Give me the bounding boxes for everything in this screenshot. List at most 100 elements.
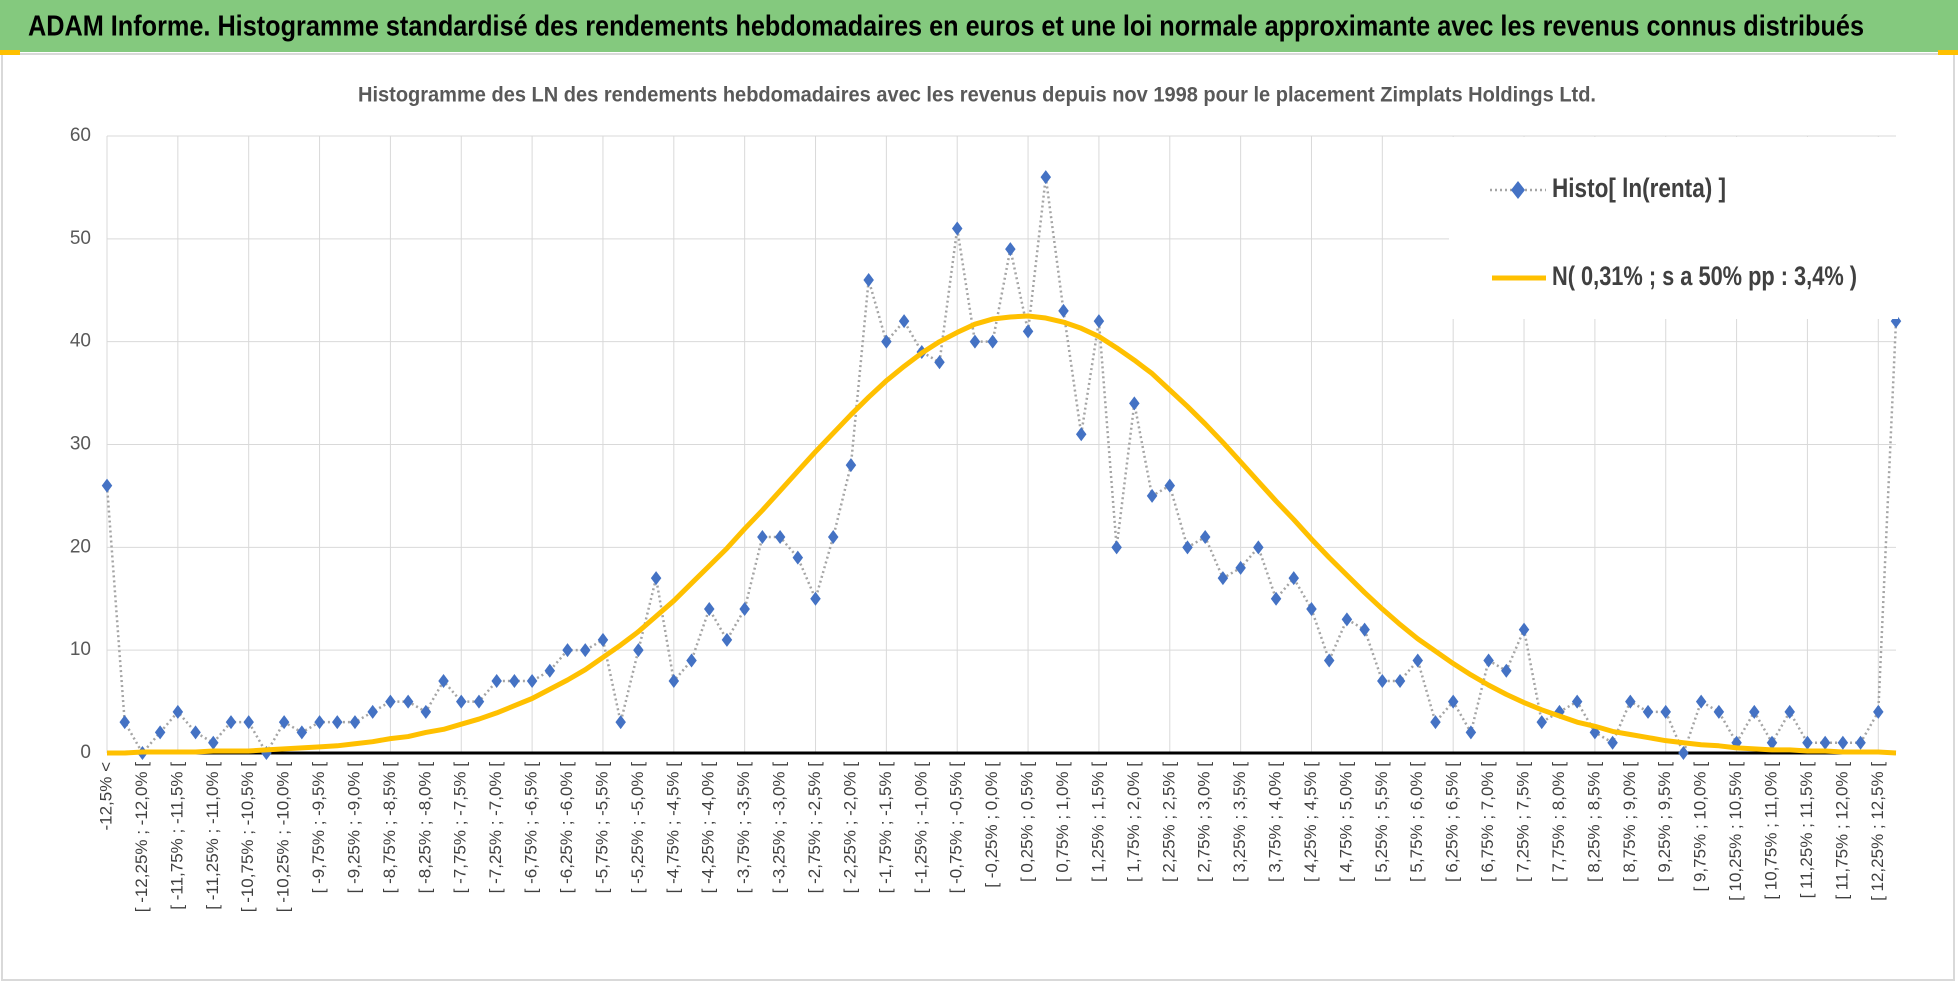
data-point bbox=[1359, 622, 1370, 637]
data-point bbox=[1412, 653, 1424, 668]
data-point bbox=[934, 355, 945, 370]
data-point bbox=[633, 643, 644, 658]
chart-title: Histogramme des LN des rendements hebdom… bbox=[358, 84, 1596, 107]
x-tick-label: [ 10,25% ; 10,5% [ bbox=[1726, 762, 1745, 901]
data-point bbox=[385, 694, 396, 709]
data-point bbox=[1394, 674, 1406, 689]
x-tick-label: [ 12,25% ; 12,5% [ bbox=[1868, 762, 1887, 901]
x-tick-label: [ -2,75% ; -2,5% [ bbox=[805, 762, 824, 894]
x-tick-label: [ -8,75% ; -8,5% [ bbox=[380, 762, 399, 894]
x-tick-label: -12,5% < bbox=[96, 762, 115, 831]
data-point bbox=[367, 704, 378, 719]
x-tick-label: [ 9,25% ; 9,5% [ bbox=[1655, 762, 1674, 882]
x-tick-label: [ -4,25% ; -4,0% [ bbox=[699, 762, 718, 894]
x-tick-label: [ 5,25% ; 5,5% [ bbox=[1372, 762, 1391, 882]
y-tick-label: 20 bbox=[70, 536, 91, 557]
data-point bbox=[296, 725, 308, 740]
data-point bbox=[774, 530, 786, 545]
x-tick-label: [ -6,75% ; -6,5% [ bbox=[522, 762, 541, 894]
data-point bbox=[119, 715, 130, 730]
data-point bbox=[1146, 488, 1158, 503]
data-point bbox=[101, 478, 113, 493]
header-title: ADAM Informe. Histogramme standardisé de… bbox=[28, 11, 1864, 43]
series-line bbox=[107, 313, 1897, 756]
legend-marker bbox=[1511, 181, 1525, 199]
x-tick-label: [ -9,75% ; -9,5% [ bbox=[309, 762, 328, 894]
data-point bbox=[473, 694, 485, 709]
x-tick-label: [ -6,25% ; -6,0% [ bbox=[557, 762, 576, 894]
data-point bbox=[491, 674, 502, 689]
x-tick-label: [ -7,75% ; -7,5% [ bbox=[451, 762, 470, 894]
data-point bbox=[792, 550, 804, 565]
x-tick-label: [ -9,25% ; -9,0% [ bbox=[344, 762, 363, 894]
data-point bbox=[1323, 653, 1335, 668]
x-tick-label: [ 2,25% ; 2,5% [ bbox=[1159, 762, 1178, 882]
data-point bbox=[668, 674, 680, 689]
x-tick-label: [ -0,25% ; 0,0% [ bbox=[982, 762, 1001, 888]
data-point bbox=[1766, 735, 1778, 750]
data-point bbox=[1571, 694, 1583, 709]
x-tick-label: [ 8,75% ; 9,0% [ bbox=[1620, 762, 1639, 882]
data-point bbox=[1518, 622, 1530, 637]
x-tick-label: [ -5,25% ; -5,0% [ bbox=[628, 762, 647, 894]
x-tick-label: [ -12,25% ; -12,0% [ bbox=[132, 762, 151, 913]
data-point bbox=[1075, 427, 1087, 442]
x-tick-label: [ 1,75% ; 2,0% [ bbox=[1124, 762, 1143, 882]
x-tick-label: [ -7,25% ; -7,0% [ bbox=[486, 762, 505, 894]
data-point bbox=[845, 458, 857, 473]
data-point bbox=[1022, 324, 1034, 339]
x-tick-label: [ 6,75% ; 7,0% [ bbox=[1478, 762, 1497, 882]
y-tick-label: 30 bbox=[70, 434, 91, 455]
x-tick-label: [ -11,25% ; -11,0% [ bbox=[203, 762, 222, 910]
data-point bbox=[579, 643, 591, 658]
x-tick-label: [ -8,25% ; -8,0% [ bbox=[415, 762, 434, 894]
x-tick-label: [ -1,75% ; -1,5% [ bbox=[876, 762, 895, 894]
x-tick-label: [ 1,25% ; 1,5% [ bbox=[1088, 762, 1107, 882]
data-point bbox=[243, 715, 254, 730]
data-point bbox=[1235, 560, 1246, 575]
data-point bbox=[225, 715, 237, 730]
y-tick-label: 0 bbox=[80, 742, 91, 763]
x-tick-label: [ -3,25% ; -3,0% [ bbox=[770, 762, 789, 894]
data-point bbox=[1217, 571, 1229, 586]
data-point bbox=[1040, 170, 1052, 185]
x-tick-label: [ 5,75% ; 6,0% [ bbox=[1407, 762, 1426, 882]
x-tick-label: [ 3,75% ; 4,0% [ bbox=[1266, 762, 1285, 882]
x-tick-label: [ -10,25% ; -10,0% [ bbox=[274, 762, 293, 913]
data-point bbox=[1199, 530, 1211, 545]
data-point bbox=[1129, 396, 1140, 411]
data-point bbox=[420, 704, 432, 719]
data-point bbox=[686, 653, 697, 668]
corner bbox=[1938, 50, 1958, 55]
x-tick-label: [ 10,75% ; 11,0% [ bbox=[1761, 762, 1780, 900]
data-point bbox=[1678, 746, 1689, 760]
data-point bbox=[739, 602, 750, 617]
data-point bbox=[969, 334, 981, 349]
data-point bbox=[190, 725, 201, 740]
x-tick-label: [ -0,75% ; -0,5% [ bbox=[947, 762, 966, 894]
data-point bbox=[1501, 663, 1512, 678]
data-point bbox=[1093, 314, 1105, 329]
data-point bbox=[703, 602, 715, 617]
data-point bbox=[1465, 725, 1477, 740]
data-point bbox=[1306, 602, 1317, 617]
data-point bbox=[208, 735, 219, 750]
data-point bbox=[1430, 715, 1441, 730]
header-bar bbox=[0, 0, 1958, 52]
x-tick-label: [ 8,25% ; 8,5% [ bbox=[1584, 762, 1603, 882]
y-tick-label: 40 bbox=[70, 331, 91, 352]
data-point bbox=[314, 715, 325, 730]
x-tick-label: [ 7,75% ; 8,0% [ bbox=[1549, 762, 1568, 882]
x-tick-label: [ 6,25% ; 6,5% [ bbox=[1443, 762, 1462, 882]
data-point bbox=[438, 674, 449, 689]
x-tick-label: [ -11,75% ; -11,5% [ bbox=[167, 762, 186, 910]
x-tick-label: [ -3,75% ; -3,5% [ bbox=[734, 762, 753, 894]
data-point bbox=[757, 530, 768, 545]
data-point bbox=[1377, 674, 1388, 689]
data-point bbox=[154, 725, 166, 740]
corner bbox=[0, 50, 20, 55]
data-point bbox=[562, 643, 573, 658]
x-tick-label: [ -4,75% ; -4,5% [ bbox=[663, 762, 682, 894]
data-point bbox=[1288, 571, 1300, 586]
